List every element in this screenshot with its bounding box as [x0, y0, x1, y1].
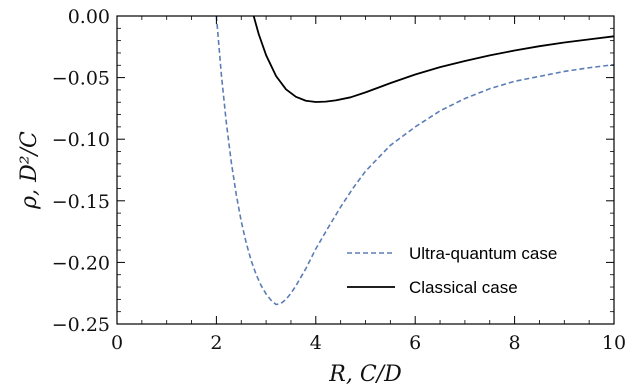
series-line-1 — [215, 16, 614, 306]
x-tick-label: 6 — [409, 332, 421, 354]
y-tick-label: −0.15 — [52, 191, 110, 213]
y-tick-label: −0.05 — [52, 68, 110, 90]
x-tick-label: 10 — [602, 332, 626, 354]
y-tick-label: −0.25 — [52, 314, 110, 336]
ticks-layer: 0 2 4 6 8 10 0.00 −0.05 −0.10 −0.15 −0.20 −0.25 — [52, 6, 626, 354]
plot-frame — [116, 15, 615, 325]
x-axis-label: R, C/D — [328, 362, 402, 387]
x-tick-label: 8 — [509, 332, 521, 354]
y-axis-label: ρ, D²/C — [17, 131, 42, 210]
legend-label-1: Ultra-quantum case — [409, 244, 557, 263]
y-tick-label: 0.00 — [68, 6, 110, 28]
series-layer — [215, 16, 614, 306]
x-tick-label: 4 — [310, 332, 322, 354]
y-tick-label: −0.20 — [52, 252, 110, 274]
x-tick-label: 0 — [111, 332, 123, 354]
series-line-2 — [252, 16, 614, 103]
legend: Ultra-quantum case Classical case — [347, 244, 557, 297]
y-tick-label: −0.10 — [52, 129, 110, 151]
x-tick-label: 2 — [210, 332, 222, 354]
legend-label-2: Classical case — [409, 278, 518, 297]
